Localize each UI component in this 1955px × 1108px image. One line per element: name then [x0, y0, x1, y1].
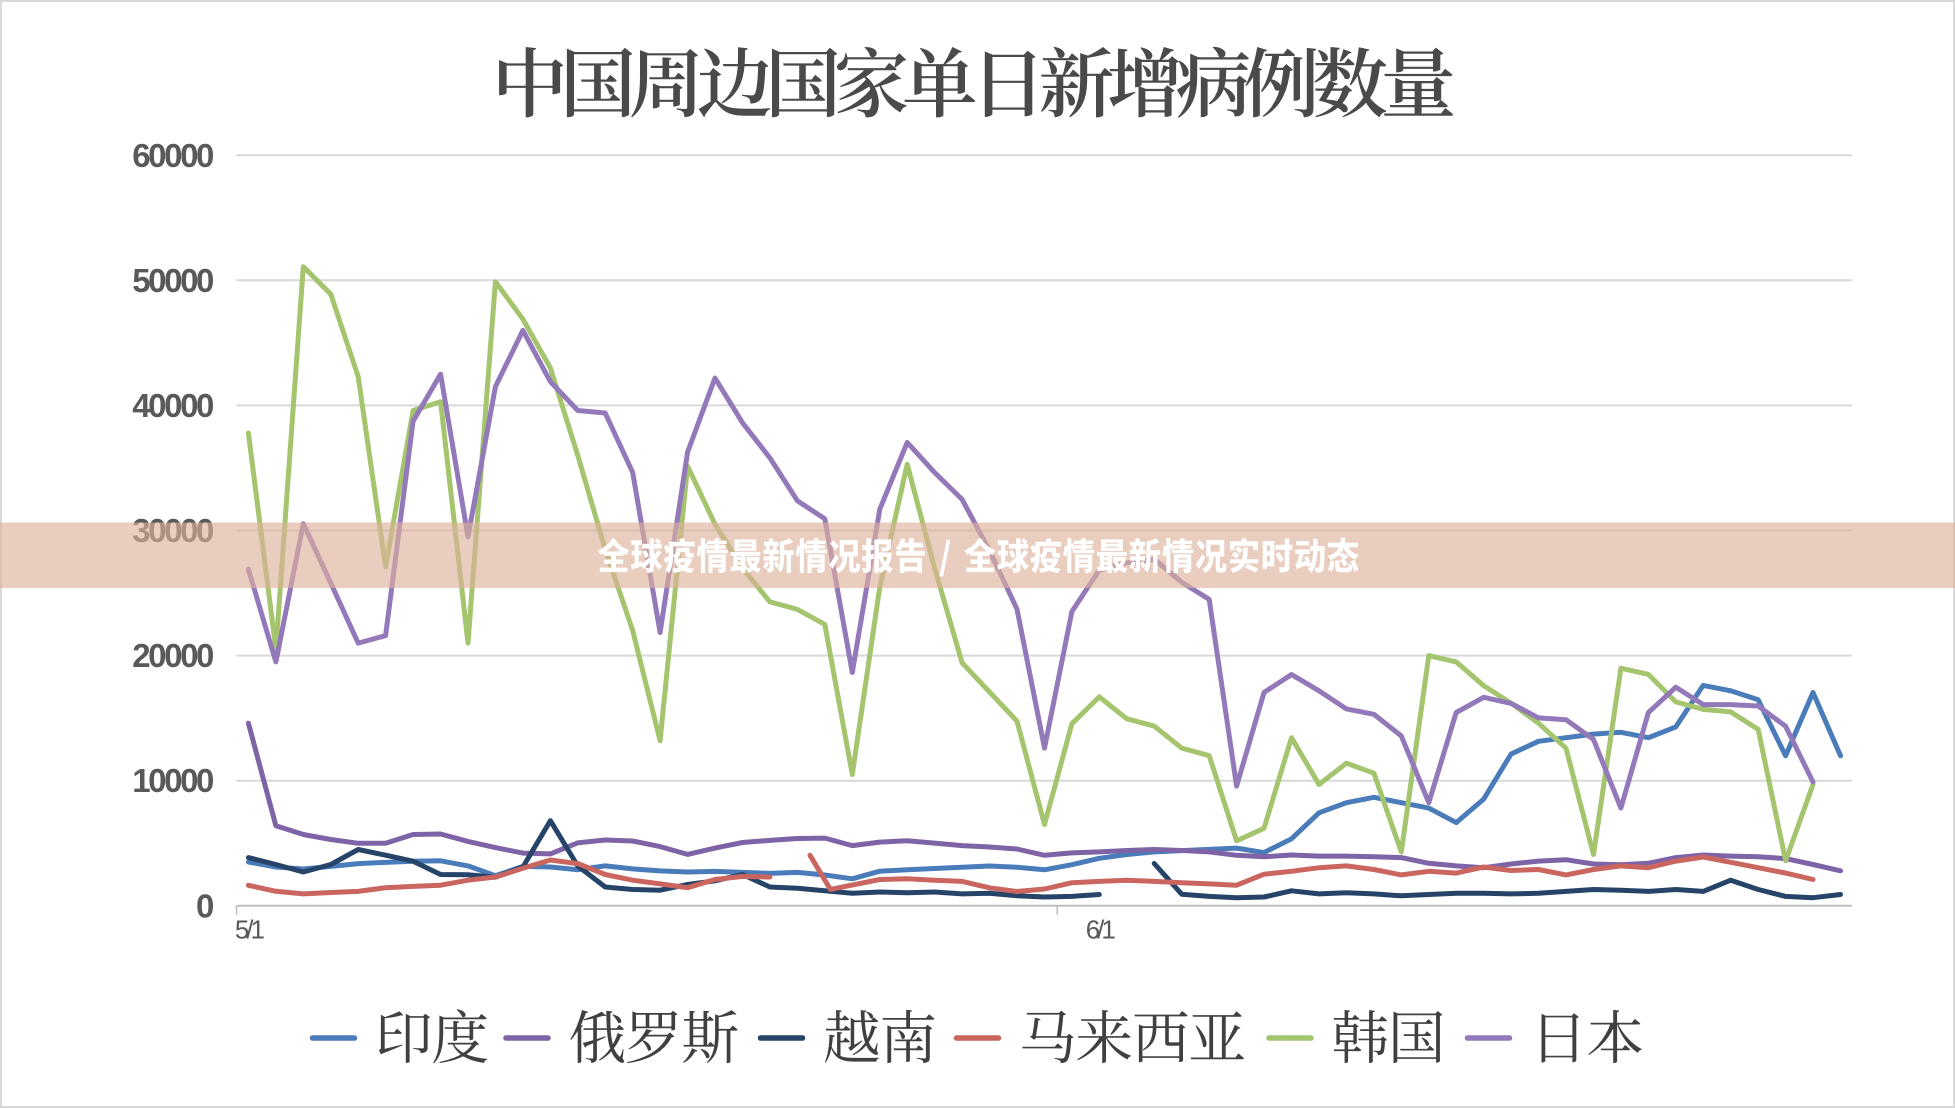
- svg-text:60000: 60000: [132, 137, 213, 174]
- svg-text:10000: 10000: [132, 762, 213, 799]
- svg-text:40000: 40000: [132, 387, 213, 424]
- svg-text:0: 0: [196, 887, 213, 924]
- svg-text:20000: 20000: [132, 637, 213, 674]
- svg-text:50000: 50000: [132, 262, 213, 299]
- svg-text:5/1: 5/1: [235, 915, 265, 945]
- svg-text:6/1: 6/1: [1086, 915, 1116, 945]
